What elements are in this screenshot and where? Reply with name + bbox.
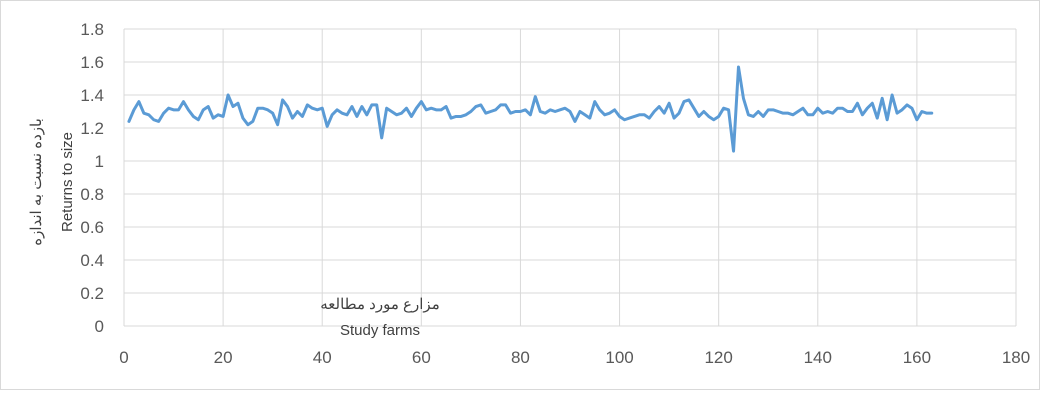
series-line [129,67,932,151]
y-tick-label: 0.2 [80,284,104,303]
y-tick-label: 0 [95,317,104,336]
x-tick-label: 40 [313,348,332,367]
x-tick-label: 100 [605,348,633,367]
x-tick-label: 160 [903,348,931,367]
x-axis-title-persian: مزارع مورد مطالعه [320,296,439,313]
x-axis-title-english: Study farms [340,322,420,339]
gridlines [124,29,1016,326]
y-axis-title-english: Returns to size [59,132,76,232]
series-group [129,67,932,151]
y-axis-title-persian: بازده نسبت به اندازه [28,118,45,246]
x-tick-label: 0 [119,348,128,367]
y-tick-label: 1.8 [80,20,104,39]
y-tick-label: 1 [95,152,104,171]
x-axis-ticks: 0 20 40 60 80 100 120 140 160 180 [119,348,1030,367]
y-tick-label: 1.2 [80,119,104,138]
x-tick-label: 180 [1002,348,1030,367]
y-tick-label: 0.8 [80,185,104,204]
y-tick-label: 0.4 [80,251,104,270]
y-tick-label: 1.6 [80,53,104,72]
x-tick-label: 80 [511,348,530,367]
x-tick-label: 20 [214,348,233,367]
y-tick-label: 0.6 [80,218,104,237]
y-tick-label: 1.4 [80,86,104,105]
y-axis-ticks: 0 0.2 0.4 0.6 0.8 1 1.2 1.4 1.6 1.8 [80,20,104,336]
x-tick-label: 140 [804,348,832,367]
x-tick-label: 60 [412,348,431,367]
x-tick-label: 120 [704,348,732,367]
